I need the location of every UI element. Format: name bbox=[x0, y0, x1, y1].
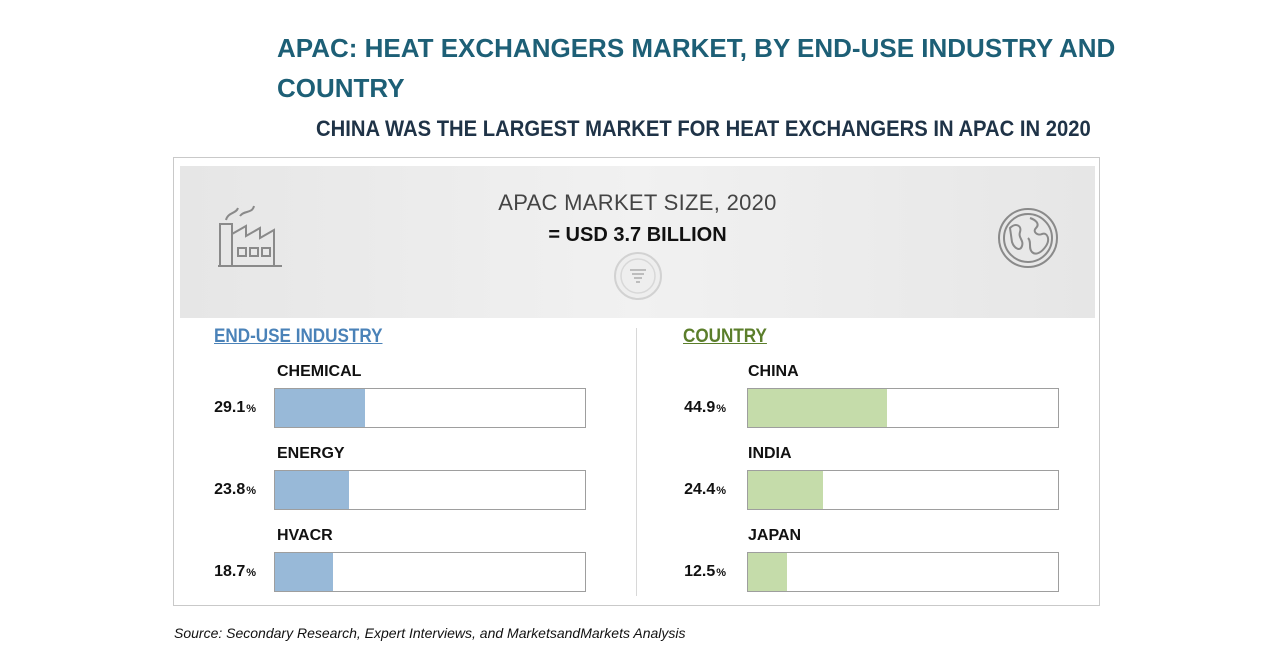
end-use-bar-hvacr bbox=[275, 553, 333, 591]
end-use-bar-chemical bbox=[275, 389, 365, 427]
end-use-bar-track-chemical bbox=[274, 388, 586, 428]
chart-subtitle: CHINA WAS THE LARGEST MARKET FOR HEAT EX… bbox=[316, 116, 1091, 141]
end-use-bar-track-energy bbox=[274, 470, 586, 510]
end-use-bar-track-hvacr bbox=[274, 552, 586, 592]
globe-icon bbox=[998, 208, 1058, 268]
country-value-china: 44.9% bbox=[684, 399, 726, 416]
infographic-frame: APAC MARKET SIZE, 2020 = USD 3.7 BILLION… bbox=[173, 157, 1100, 606]
end-use-value-energy: 23.8% bbox=[214, 481, 256, 498]
end-use-bar-energy bbox=[275, 471, 349, 509]
country-value-india: 24.4% bbox=[684, 481, 726, 498]
country-value-japan: 12.5% bbox=[684, 563, 726, 580]
end-use-label-energy: ENERGY bbox=[277, 445, 345, 462]
factory-icon bbox=[218, 205, 282, 267]
country-bar-india bbox=[748, 471, 824, 509]
funnel-icon bbox=[614, 252, 662, 300]
country-label-japan: JAPAN bbox=[748, 527, 802, 544]
country-bar-track-india bbox=[747, 470, 1059, 510]
end-use-value-chemical: 29.1% bbox=[214, 399, 256, 416]
market-size-banner: APAC MARKET SIZE, 2020 = USD 3.7 BILLION bbox=[180, 166, 1095, 318]
end-use-label-hvacr: HVACR bbox=[277, 527, 333, 544]
country-bar-track-japan bbox=[747, 552, 1059, 592]
country-bar-china bbox=[748, 389, 887, 427]
market-size-value: = USD 3.7 BILLION bbox=[548, 224, 727, 246]
source-note: Source: Secondary Research, Expert Inter… bbox=[174, 625, 686, 641]
end-use-label-chemical: CHEMICAL bbox=[277, 363, 362, 380]
market-size-label: APAC MARKET SIZE, 2020 bbox=[498, 190, 777, 215]
country-bar-japan bbox=[748, 553, 787, 591]
country-label-india: INDIA bbox=[748, 445, 792, 462]
chart-title: APAC: HEAT EXCHANGERS MARKET, BY END-USE… bbox=[277, 33, 1116, 103]
column-divider bbox=[636, 328, 637, 596]
end-use-industry-heading: END-USE INDUSTRY bbox=[214, 326, 383, 347]
end-use-value-hvacr: 18.7% bbox=[214, 563, 256, 580]
country-label-china: CHINA bbox=[748, 363, 799, 380]
country-heading: COUNTRY bbox=[683, 326, 767, 347]
country-bar-track-china bbox=[747, 388, 1059, 428]
